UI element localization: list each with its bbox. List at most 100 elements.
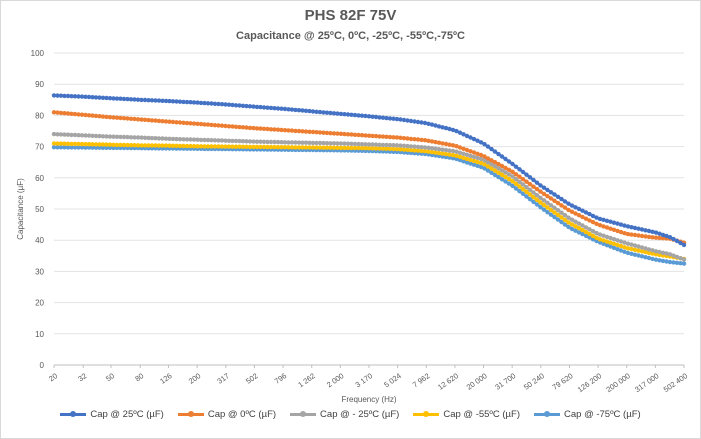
- x-tick-label: 126: [158, 371, 173, 386]
- data-point: [534, 186, 540, 192]
- data-point: [338, 141, 344, 146]
- data-point: [482, 162, 487, 167]
- data-point: [331, 111, 337, 116]
- data-point: [195, 137, 200, 142]
- legend-swatch: [413, 411, 440, 417]
- data-point: [104, 134, 109, 139]
- data-point: [93, 113, 99, 119]
- data-point: [244, 125, 249, 130]
- data-point: [209, 138, 214, 143]
- data-point: [401, 117, 407, 123]
- legend-item: Cap @ - 25ºC (µF): [290, 409, 399, 420]
- data-point: [401, 147, 407, 152]
- data-point: [471, 136, 477, 142]
- data-point: [489, 170, 494, 175]
- data-point: [212, 123, 218, 128]
- data-point: [170, 119, 176, 125]
- data-point: [121, 116, 127, 121]
- data-point: [555, 194, 561, 199]
- data-point: [667, 252, 673, 257]
- data-point: [412, 137, 417, 142]
- data-point: [55, 145, 60, 150]
- data-point: [485, 144, 491, 149]
- data-point: [566, 201, 571, 206]
- data-point: [622, 249, 627, 254]
- data-point: [450, 152, 456, 158]
- data-point: [349, 141, 354, 146]
- data-point: [363, 142, 368, 147]
- y-tick-label: 20: [35, 299, 44, 308]
- data-point: [545, 210, 550, 215]
- data-point: [174, 143, 179, 148]
- data-point: [405, 136, 410, 141]
- data-point: [209, 144, 214, 149]
- data-point: [69, 145, 74, 150]
- data-point: [282, 128, 288, 133]
- data-point: [566, 215, 571, 220]
- x-tick-label: 20 000: [465, 371, 489, 392]
- y-tick-label: 60: [35, 174, 44, 183]
- data-point: [534, 202, 540, 207]
- x-tick-label: 2 000: [325, 371, 346, 389]
- data-point: [548, 207, 554, 213]
- data-point: [296, 108, 302, 113]
- data-point: [251, 139, 256, 144]
- data-point: [62, 93, 67, 99]
- data-point: [461, 132, 466, 137]
- data-point: [496, 166, 501, 171]
- data-point: [135, 117, 141, 122]
- data-point: [366, 146, 372, 151]
- data-point: [426, 145, 431, 150]
- data-point: [454, 128, 459, 134]
- data-point: [293, 128, 298, 134]
- data-point: [499, 154, 505, 159]
- data-point: [300, 129, 305, 134]
- data-point: [244, 103, 249, 109]
- data-point: [664, 233, 669, 239]
- data-point: [230, 124, 235, 129]
- data-point: [653, 249, 659, 254]
- data-point: [569, 217, 575, 222]
- data-point: [601, 224, 606, 229]
- data-point: [373, 146, 379, 151]
- x-tick-label: 317 000: [633, 371, 660, 394]
- data-point: [226, 144, 232, 149]
- data-point: [100, 114, 106, 119]
- data-point: [527, 187, 533, 192]
- data-point: [279, 127, 284, 133]
- data-point: [58, 145, 64, 150]
- data-point: [618, 248, 624, 253]
- data-point: [62, 111, 67, 116]
- data-point: [300, 145, 305, 150]
- data-point: [160, 136, 165, 141]
- data-point: [153, 143, 158, 148]
- data-point: [555, 212, 561, 218]
- data-point: [114, 134, 120, 139]
- data-point: [90, 113, 95, 118]
- data-point: [664, 251, 669, 256]
- data-point: [580, 208, 585, 213]
- data-point: [653, 230, 659, 235]
- data-point: [93, 142, 99, 147]
- data-point: [128, 97, 134, 102]
- data-point: [559, 203, 564, 208]
- data-point: [643, 255, 648, 260]
- data-point: [366, 114, 372, 119]
- data-point: [506, 181, 512, 186]
- data-point: [289, 107, 295, 112]
- data-point: [265, 105, 270, 110]
- data-point: [142, 143, 148, 148]
- data-point: [422, 138, 428, 143]
- data-point: [65, 141, 71, 146]
- data-point: [562, 217, 568, 223]
- data-point: [559, 210, 564, 215]
- data-point: [265, 139, 270, 145]
- data-point: [555, 208, 561, 213]
- data-point: [573, 228, 578, 233]
- data-point: [233, 144, 239, 149]
- data-point: [398, 147, 403, 152]
- data-point: [380, 115, 386, 120]
- data-point: [681, 257, 687, 262]
- data-point: [597, 240, 603, 245]
